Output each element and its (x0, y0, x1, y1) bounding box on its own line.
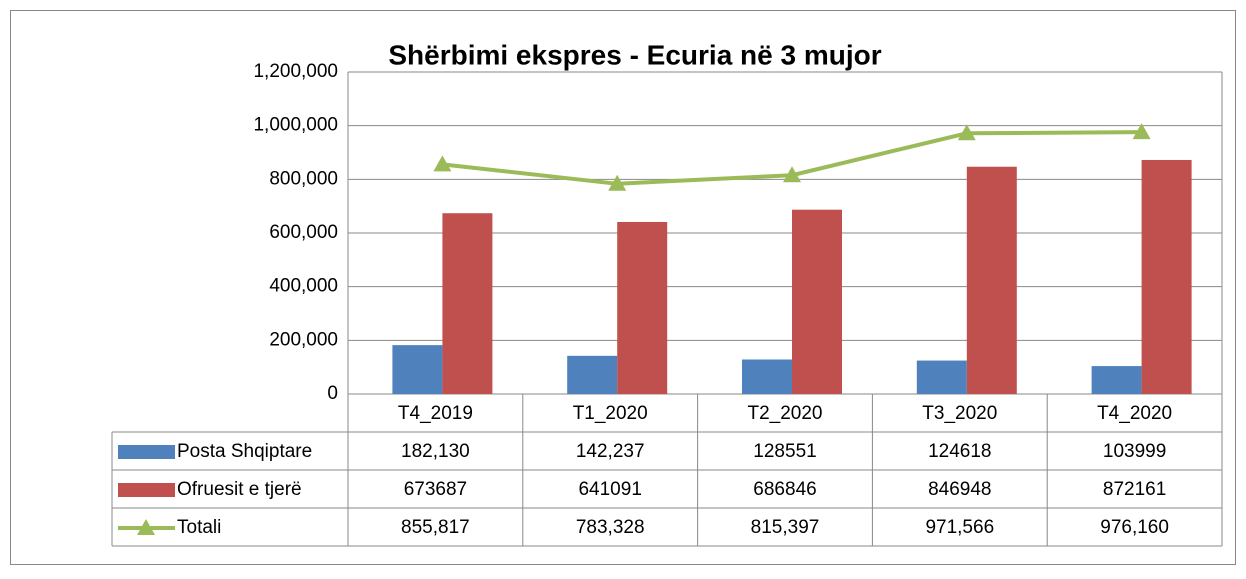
y-tick-label: 200,000 (269, 329, 338, 350)
table-cell: 783,328 (576, 517, 645, 538)
legend-key (118, 483, 175, 497)
y-tick-label: 1,200,000 (253, 61, 338, 82)
marker (608, 174, 627, 191)
y-tick-label: 1,000,000 (253, 115, 338, 136)
table-cell: 846948 (928, 479, 991, 500)
x-tick-label: T1_2020 (573, 403, 648, 424)
legend-key (118, 445, 175, 459)
bar (966, 166, 1017, 394)
table-cell: 124618 (928, 441, 991, 462)
table-cell: 128551 (753, 441, 816, 462)
legend-label: Totali (177, 517, 221, 538)
table-cell: 142,237 (576, 441, 645, 462)
x-tick-label: T4_2019 (398, 403, 473, 424)
chart-title: Shërbimi ekspres - Ecuria në 3 mujor (388, 39, 881, 70)
table-cell: 855,817 (401, 517, 470, 538)
bar (392, 345, 443, 394)
bar (617, 221, 668, 394)
table-cell: 103999 (1103, 441, 1166, 462)
x-tick-label: T2_2020 (747, 403, 822, 424)
table-cell: 182,130 (401, 441, 470, 462)
marker (433, 155, 452, 172)
table-cell: 971,566 (925, 517, 994, 538)
table-cell: 673687 (404, 479, 467, 500)
bar (1091, 366, 1142, 394)
bar (567, 355, 618, 394)
bar (792, 209, 842, 394)
legend-label: Ofruesit e tjerë (177, 479, 302, 500)
table-cell: 815,397 (751, 517, 820, 538)
x-tick-label: T3_2020 (922, 403, 997, 424)
marker (1132, 123, 1151, 140)
bar (742, 359, 792, 394)
x-tick-label: T4_2020 (1097, 403, 1172, 424)
y-tick-label: 400,000 (269, 276, 338, 297)
marker (957, 124, 976, 141)
marker (783, 166, 801, 183)
table-cell: 976,160 (1100, 517, 1169, 538)
bar (442, 213, 493, 394)
bar (916, 360, 967, 394)
legend-label: Posta Shqiptare (177, 441, 312, 462)
bar (1141, 159, 1192, 394)
y-tick-label: 800,000 (269, 168, 338, 189)
table-cell: 641091 (578, 479, 641, 500)
table-cell: 872161 (1103, 479, 1166, 500)
table-cell: 686846 (753, 479, 816, 500)
y-tick-label: 600,000 (269, 222, 338, 243)
y-tick-label: 0 (327, 383, 338, 404)
legend-key (137, 519, 155, 535)
